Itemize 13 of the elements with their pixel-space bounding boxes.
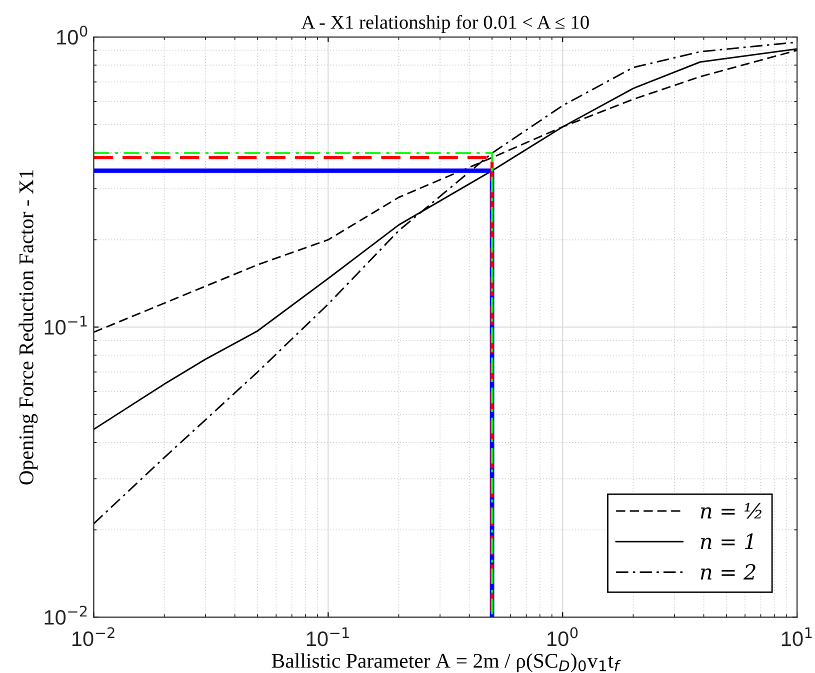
- legend-label: n = 2: [700, 564, 756, 580]
- y-tick-label: 10$^{0}$: [57, 26, 88, 45]
- y-axis-title: Opening Force Reduction Factor - X1: [18, 170, 38, 484]
- x-tick-label: 10$^{1}$: [782, 627, 812, 646]
- chart-title: A - X1 relationship for 0.01 < A ≤ 10: [301, 14, 589, 33]
- x-tick-label: 10$^{−1}$: [306, 627, 349, 646]
- x-tick-label: 10$^{0}$: [548, 627, 578, 646]
- x-axis-title: Ballistic Parameter A = 2m / ρ(SC$_{D}$)$_{0}$v$_{1}$t$_{f}$: [272, 653, 621, 672]
- y-tick-label: 10$^{−1}$: [44, 316, 87, 335]
- x-tick-label: 10$^{−2}$: [72, 627, 114, 646]
- legend-label: n = 1: [700, 533, 753, 549]
- legend-label: n = ½: [700, 502, 762, 519]
- y-tick-label: 10$^{−2}$: [44, 606, 87, 625]
